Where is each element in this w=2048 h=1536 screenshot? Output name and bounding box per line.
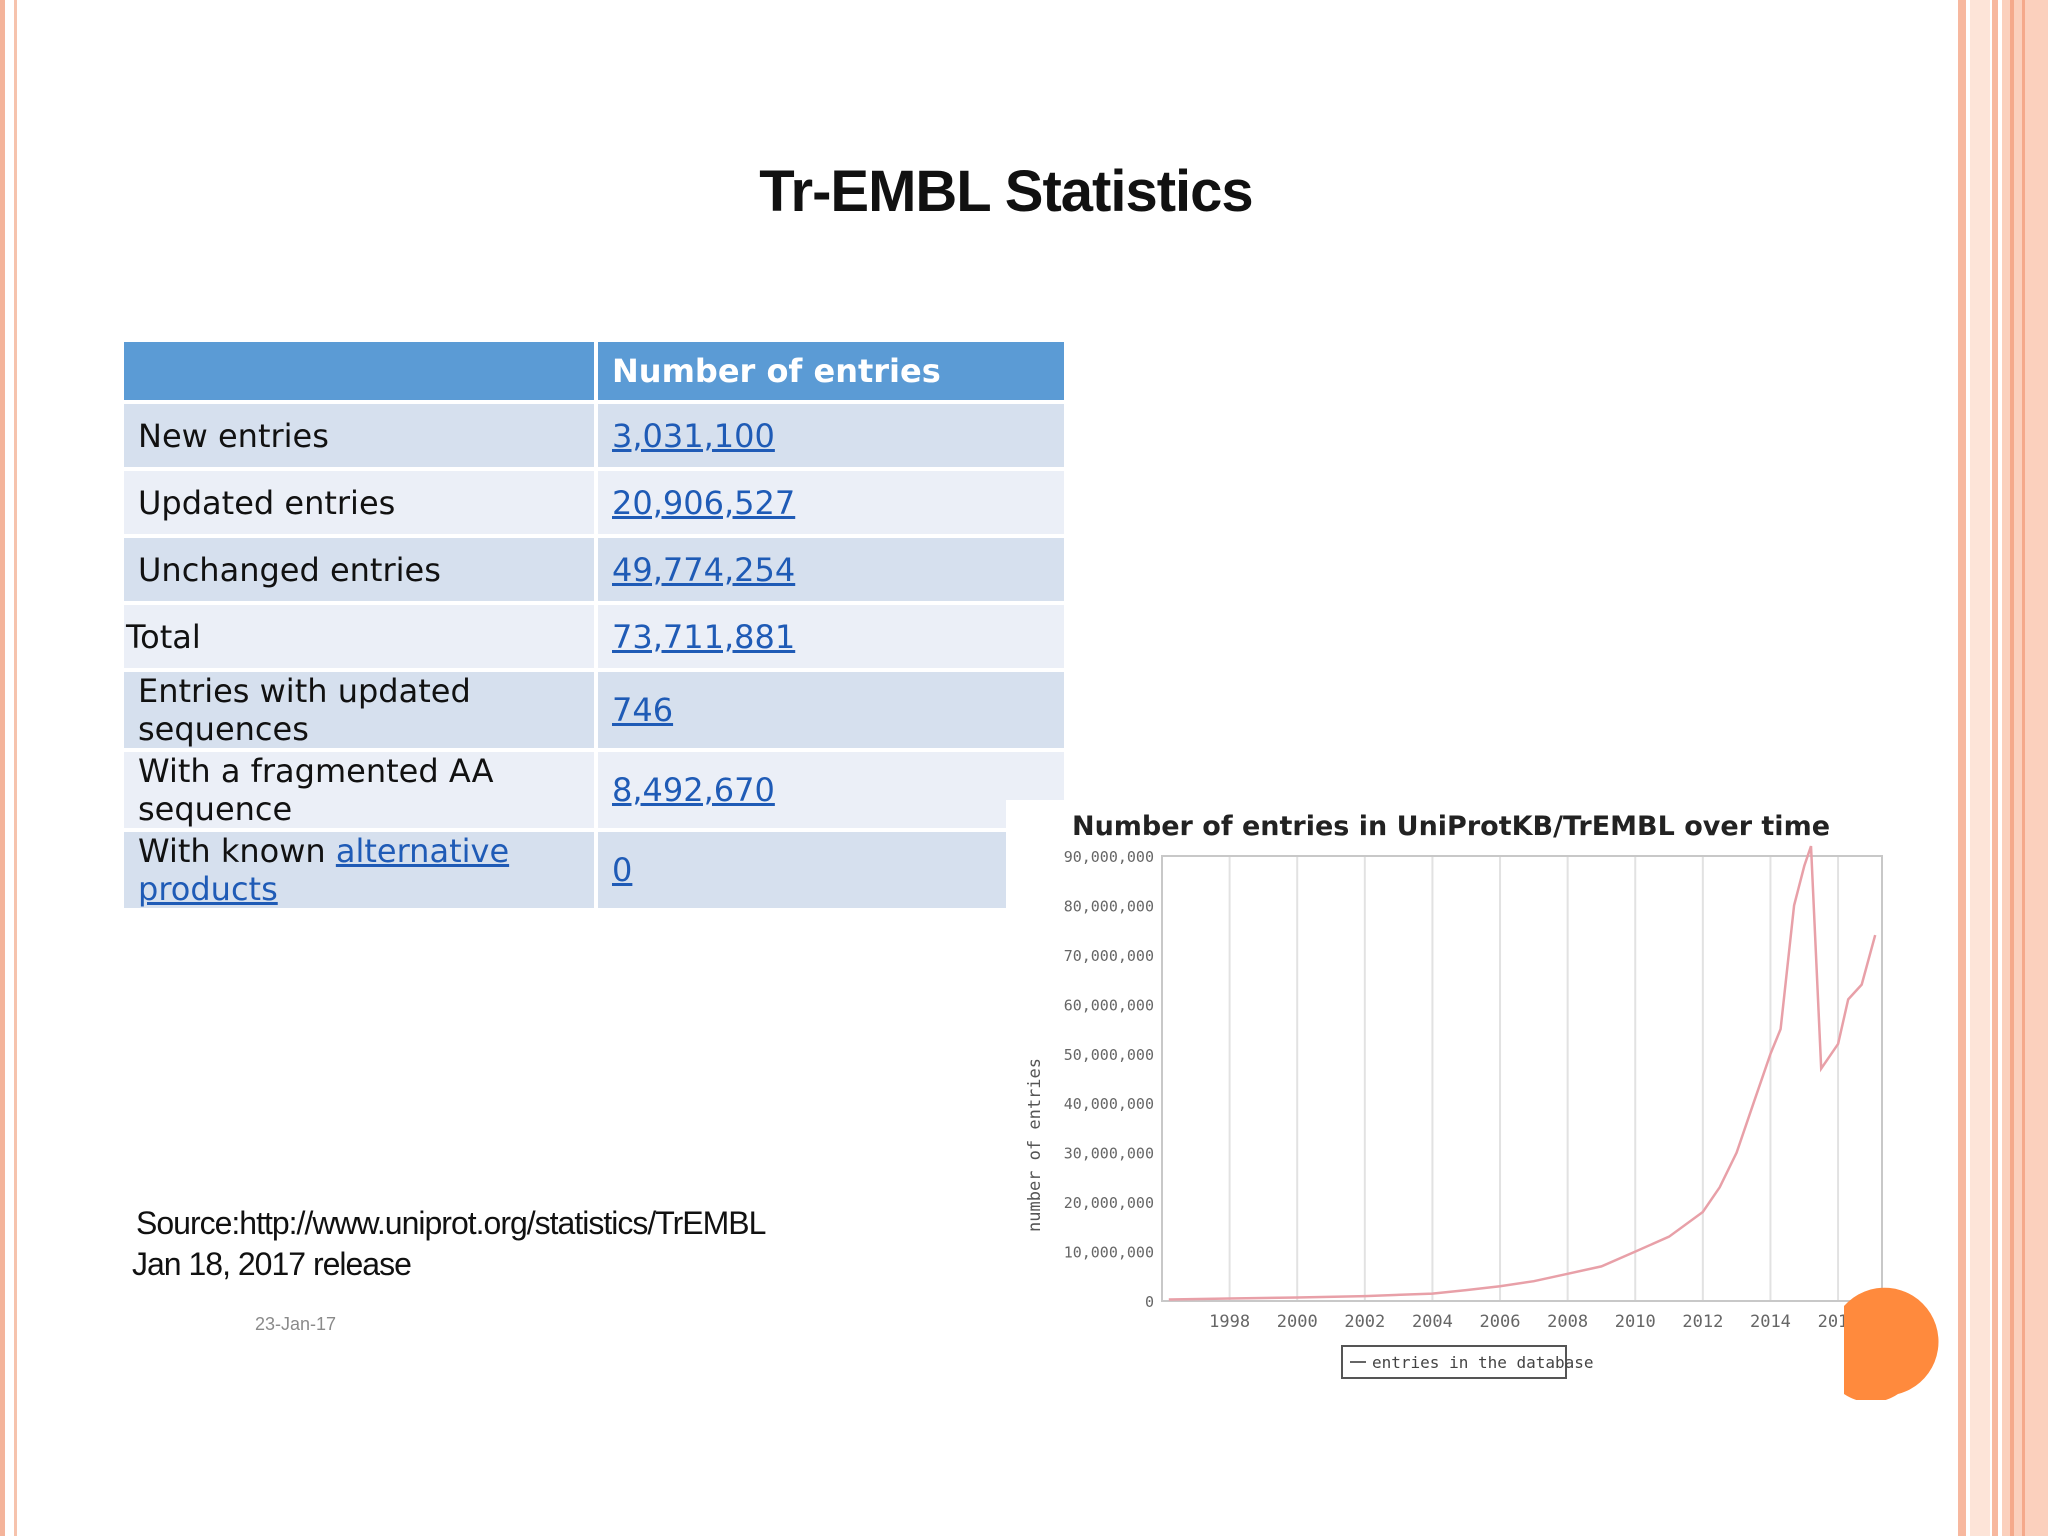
row-value-link[interactable]: 8,492,670 bbox=[612, 771, 775, 809]
slide-border-left-inner bbox=[14, 0, 17, 1536]
slide-border-right bbox=[1958, 0, 2048, 1536]
x-tick-label: 2006 bbox=[1480, 1312, 1521, 1332]
release-text: Jan 18, 2017 release bbox=[132, 1246, 412, 1282]
row-label: Total bbox=[120, 601, 598, 672]
y-tick-label: 60,000,000 bbox=[1064, 996, 1154, 1014]
y-tick-label: 40,000,000 bbox=[1064, 1095, 1154, 1113]
chart-legend: entries in the database bbox=[1341, 1345, 1594, 1379]
table-row: New entries 3,031,100 bbox=[120, 400, 1068, 471]
plot-frame bbox=[1161, 855, 1883, 1302]
table-header-cell-empty bbox=[120, 338, 598, 404]
row-value-link[interactable]: 3,031,100 bbox=[612, 416, 775, 455]
chart-title: Number of entries in UniProtKB/TrEMBL ov… bbox=[1072, 811, 1830, 842]
x-tick-label: 1998 bbox=[1209, 1312, 1250, 1332]
x-tick-label: 2010 bbox=[1615, 1312, 1656, 1332]
y-tick-label: 70,000,000 bbox=[1064, 947, 1154, 965]
chart-svg: Number of entries in UniProtKB/TrEMBL ov… bbox=[1025, 811, 1883, 1379]
row-value-link[interactable]: 49,774,254 bbox=[612, 550, 796, 589]
source-text: Source:http://www.uniprot.org/statistics… bbox=[136, 1205, 766, 1241]
alternative-products-link[interactable]: alternative products bbox=[138, 832, 510, 908]
row-label-prefix: With known bbox=[138, 832, 336, 870]
legend-entry-entries: entries in the database bbox=[1372, 1353, 1594, 1372]
table-header-row: Number of entries bbox=[120, 338, 1068, 404]
table-row: Updated entries 20,906,527 bbox=[120, 467, 1068, 538]
y-tick-label: 10,000,000 bbox=[1064, 1244, 1154, 1262]
row-label: With known alternative products bbox=[120, 828, 598, 912]
x-tick-label: 2002 bbox=[1344, 1312, 1385, 1332]
y-tick-label: 50,000,000 bbox=[1064, 1046, 1154, 1064]
series-line-entries bbox=[1168, 845, 1877, 1301]
y-tick-label: 0 bbox=[1145, 1293, 1154, 1311]
table-row: Total 73,711,881 bbox=[120, 601, 1068, 672]
row-label: Entries with updated sequences bbox=[120, 668, 598, 752]
y-tick-label: 30,000,000 bbox=[1064, 1145, 1154, 1163]
y-tick-label: 80,000,000 bbox=[1064, 897, 1154, 915]
row-value-link[interactable]: 746 bbox=[612, 691, 674, 729]
slide-date: 23-Jan-17 bbox=[255, 1314, 337, 1334]
row-label: New entries bbox=[120, 400, 598, 471]
entries-chart: Number of entries in UniProtKB/TrEMBL ov… bbox=[1006, 800, 1906, 1400]
row-label: With a fragmented AA sequence bbox=[120, 748, 598, 832]
x-tick-label: 2012 bbox=[1682, 1312, 1723, 1332]
x-tick-label: 2004 bbox=[1412, 1312, 1453, 1332]
slide-title: Tr-EMBL Statistics bbox=[759, 159, 1253, 224]
orange-accent-shape bbox=[1844, 1287, 1939, 1400]
stats-table: Number of entries New entries 3,031,100 … bbox=[120, 338, 1068, 912]
table-row: With known alternative products 0 bbox=[120, 828, 1068, 912]
row-value-link[interactable]: 0 bbox=[612, 851, 633, 889]
row-label: Unchanged entries bbox=[120, 534, 598, 605]
slide-border-left bbox=[0, 0, 5, 1536]
x-tick-label: 2008 bbox=[1547, 1312, 1588, 1332]
table-row: Entries with updated sequences 746 bbox=[120, 668, 1068, 752]
row-label: Updated entries bbox=[120, 467, 598, 538]
row-value-link[interactable]: 73,711,881 bbox=[612, 617, 796, 656]
y-tick-label: 20,000,000 bbox=[1064, 1194, 1154, 1212]
chart-y-axis-label: number of entries bbox=[1025, 1058, 1045, 1232]
table-row: Unchanged entries 49,774,254 bbox=[120, 534, 1068, 605]
table-row: With a fragmented AA sequence 8,492,670 bbox=[120, 748, 1068, 832]
row-value-link[interactable]: 20,906,527 bbox=[612, 483, 796, 522]
table-header-cell-entries: Number of entries bbox=[594, 338, 1068, 404]
y-tick-label: 90,000,000 bbox=[1064, 848, 1154, 866]
x-tick-label: 2000 bbox=[1277, 1312, 1318, 1332]
x-tick-label: 2014 bbox=[1750, 1312, 1791, 1332]
